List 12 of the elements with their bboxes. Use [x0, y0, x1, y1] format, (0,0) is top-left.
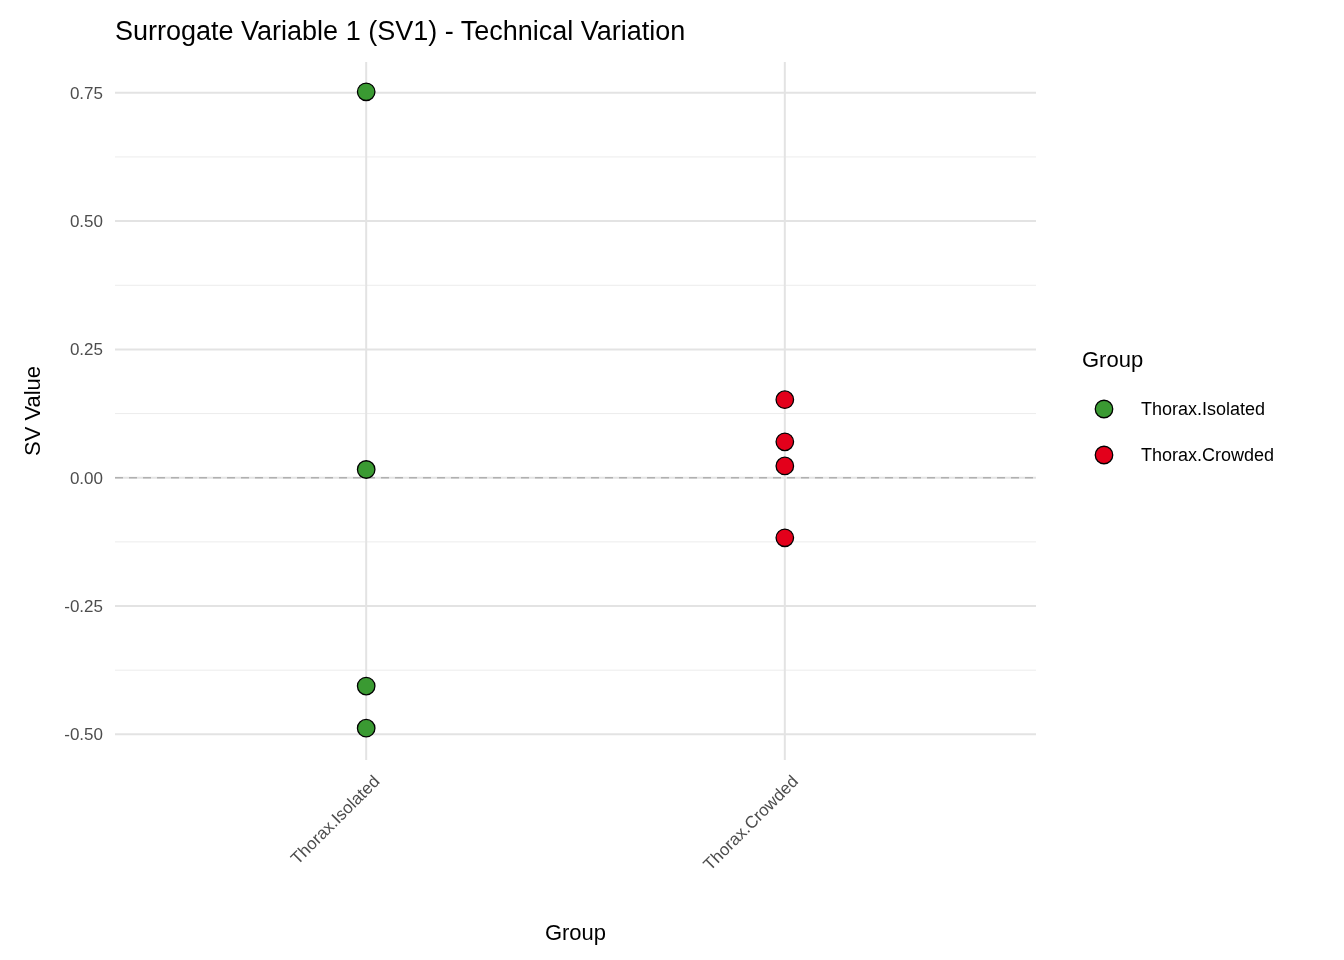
y-tick-label: 0.75: [69, 83, 103, 103]
chart-title: Surrogate Variable 1 (SV1) - Technical Variation: [115, 16, 686, 46]
y-tick-label: 0.25: [69, 340, 103, 360]
y-tick-label: 0.50: [69, 212, 103, 232]
y-tick-label: 0.00: [69, 468, 103, 488]
legend-title: Group: [1082, 347, 1144, 372]
y-tick-label: -0.50: [64, 725, 103, 745]
legend-label: Thorax.Isolated: [1141, 399, 1266, 420]
x-axis-title: Group: [544, 920, 607, 945]
y-tick-label: -0.25: [64, 596, 103, 616]
legend-label: Thorax.Crowded: [1141, 445, 1275, 466]
y-axis-title: SV Value: [20, 365, 45, 457]
